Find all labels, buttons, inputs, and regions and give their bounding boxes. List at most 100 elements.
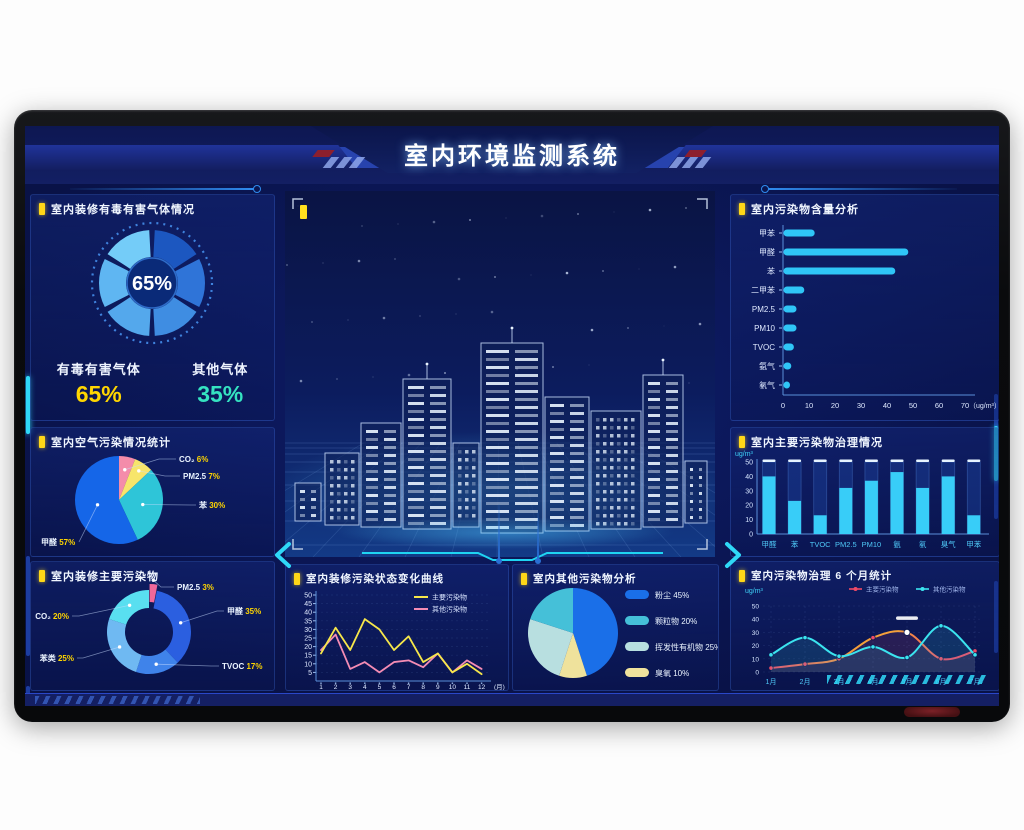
- svg-text:20: 20: [831, 401, 839, 410]
- other-pie-chart: 粉尘 45% 颗粒物 20% 挥发性有机物 25% 臭氧 10%: [513, 577, 718, 690]
- svg-text:苯类 25%: 苯类 25%: [39, 653, 74, 663]
- svg-text:PM2.5 3%: PM2.5 3%: [177, 583, 214, 592]
- power-led: [904, 707, 960, 717]
- svg-text:7: 7: [407, 684, 411, 690]
- panel-content-analysis: 室内污染物含量分析 甲苯 甲醛苯二甲苯 PM2.5 PM10 TVOC 氨气 氡气 0 10 20…: [730, 194, 999, 421]
- main-donut-chart: PM2.5 3% 甲醛 35% TVOC 17% 苯类 25% CO₂ 20%: [31, 578, 274, 690]
- panel-marker-icon: [521, 572, 527, 585]
- panel-marker-icon: [39, 203, 45, 215]
- gauge-stat-value: 65%: [75, 381, 122, 407]
- svg-text:70: 70: [961, 401, 969, 410]
- svg-text:45: 45: [304, 601, 312, 608]
- svg-text:苯: 苯: [791, 539, 799, 549]
- panel-marker-icon: [739, 436, 745, 448]
- edge-accent: [26, 556, 30, 656]
- svg-text:1月: 1月: [766, 678, 777, 686]
- svg-text:甲苯: 甲苯: [759, 228, 775, 238]
- svg-text:0: 0: [781, 401, 785, 410]
- svg-text:30: 30: [304, 627, 312, 634]
- svg-text:粉尘 45%: 粉尘 45%: [655, 590, 689, 600]
- bottom-strip: [25, 693, 999, 706]
- svg-text:6: 6: [392, 684, 396, 690]
- content-hbar-chart: 甲苯 甲醛苯二甲苯 PM2.5 PM10 TVOC 氨气 氡气 0 10 20 30 40 50 60 70…: [731, 217, 999, 419]
- hazard-stripes-right: [827, 675, 987, 684]
- next-arrow-icon[interactable]: [723, 541, 745, 569]
- svg-text:3: 3: [348, 684, 352, 690]
- svg-text:TVOC 17%: TVOC 17%: [222, 662, 262, 671]
- svg-text:臭气: 臭气: [941, 539, 956, 549]
- panel-title: 室内主要污染物治理情况: [751, 437, 883, 449]
- svg-text:甲醛 35%: 甲醛 35%: [227, 606, 261, 616]
- gauge-stat-label: 其他气体: [192, 362, 249, 377]
- panel-title: 室内其他污染物分析: [533, 573, 637, 585]
- svg-text:20: 20: [752, 643, 760, 650]
- panel-curve: 室内装修污染状态变化曲线 5 10 15 20 25 30 35 40 45 50 1 2 3 4 5 6 7 8…: [285, 564, 509, 691]
- deco-line-left: [70, 185, 261, 193]
- svg-text:甲醛 57%: 甲醛 57%: [41, 537, 75, 547]
- svg-text:甲醛: 甲醛: [762, 539, 777, 549]
- svg-text:10: 10: [304, 661, 312, 668]
- svg-text:ug/m³: ug/m³: [735, 451, 754, 458]
- panel-other-pollutants: 室内其他污染物分析 粉尘 45% 颗粒物 20% 挥发性有机物 25% 臭氧 10%: [512, 564, 719, 691]
- svg-text:TVOC: TVOC: [753, 343, 775, 352]
- panel-title: 室内污染物治理 6 个月统计: [751, 570, 893, 582]
- svg-text:(月): (月): [494, 683, 505, 690]
- svg-text:臭氧 10%: 臭氧 10%: [655, 668, 689, 678]
- panel-air-stat: 室内空气污染情况统计 CO₂ 6% PM2.5 7% 苯 30% 甲醛 57%: [30, 427, 275, 557]
- svg-text:25: 25: [304, 636, 312, 643]
- prev-arrow-icon[interactable]: [271, 541, 293, 569]
- svg-text:氡气: 氡气: [759, 380, 775, 390]
- svg-text:50: 50: [752, 604, 760, 611]
- svg-text:5: 5: [308, 670, 312, 677]
- panel-title: 室内装修主要污染物: [51, 571, 159, 583]
- svg-text:4: 4: [363, 684, 367, 690]
- gauge-stat-value: 35%: [197, 381, 244, 407]
- month6-line-chart: ug/m³010203040501月2月3月4月5月6月7月主要污染物其他污染物: [731, 580, 999, 687]
- svg-text:ug/m³: ug/m³: [745, 588, 764, 595]
- svg-text:PM2.5: PM2.5: [835, 540, 857, 549]
- svg-text:挥发性有机物 25%: 挥发性有机物 25%: [655, 642, 718, 652]
- svg-text:10: 10: [805, 401, 813, 410]
- svg-text:甲醛: 甲醛: [759, 247, 775, 257]
- svg-text:0: 0: [749, 532, 753, 539]
- svg-text:5: 5: [378, 684, 382, 690]
- toxic-gauge-chart: 65%: [31, 215, 274, 351]
- svg-text:颗粒物 20%: 颗粒物 20%: [655, 616, 697, 626]
- svg-text:40: 40: [752, 617, 760, 624]
- header-stripe-group-left: [322, 157, 366, 168]
- svg-text:20: 20: [745, 503, 753, 510]
- svg-text:氡: 氡: [919, 539, 927, 549]
- connector-line: [496, 504, 502, 564]
- svg-text:其他污染物: 其他污染物: [933, 585, 966, 594]
- panel-title: 室内装修污染状态变化曲线: [306, 573, 444, 585]
- svg-text:8: 8: [421, 684, 425, 690]
- edge-accent: [26, 376, 30, 434]
- svg-text:CO₂ 6%: CO₂ 6%: [179, 455, 208, 464]
- panel-title: 室内装修有毒有害气体情况: [51, 204, 195, 216]
- panel-month6: 室内污染物治理 6 个月统计 ug/m³010203040501月2月3月4月5…: [730, 561, 999, 691]
- panel-title: 室内空气污染情况统计: [51, 437, 171, 449]
- svg-text:10: 10: [449, 684, 457, 690]
- panel-marker-icon: [300, 205, 307, 219]
- air-pie-chart: CO₂ 6% PM2.5 7% 苯 30% 甲醛 57%: [31, 448, 274, 556]
- panel-marker-icon: [739, 203, 745, 215]
- deco-line-right: [761, 185, 957, 193]
- svg-text:2月: 2月: [800, 678, 811, 686]
- page-title: 室内环境监测系统: [404, 143, 620, 170]
- city-visualization: [285, 191, 715, 557]
- svg-text:氨气: 氨气: [759, 361, 775, 371]
- svg-text:PM10: PM10: [754, 324, 775, 333]
- svg-text:甲苯: 甲苯: [966, 539, 981, 549]
- svg-text:其他污染物: 其他污染物: [432, 605, 467, 614]
- panel-treatment: 室内主要污染物治理情况 ug/m³ 0 10 20 30 40 50 甲醛 苯 TVOC PM2.5…: [730, 427, 999, 557]
- svg-text:0: 0: [755, 670, 759, 677]
- connector-line: [535, 512, 541, 564]
- svg-text:苯: 苯: [767, 266, 775, 276]
- panel-toxic-gas: 室内装修有毒有害气体情况 65% 有毒有害气体 65% 其他气体 35%: [30, 194, 275, 421]
- svg-text:15: 15: [304, 653, 312, 660]
- svg-text:苯 30%: 苯 30%: [198, 500, 225, 510]
- svg-text:40: 40: [304, 610, 312, 617]
- svg-text:1: 1: [319, 684, 323, 690]
- svg-text:（ug/m³）: （ug/m³）: [969, 402, 999, 410]
- svg-text:PM2.5 7%: PM2.5 7%: [183, 472, 220, 481]
